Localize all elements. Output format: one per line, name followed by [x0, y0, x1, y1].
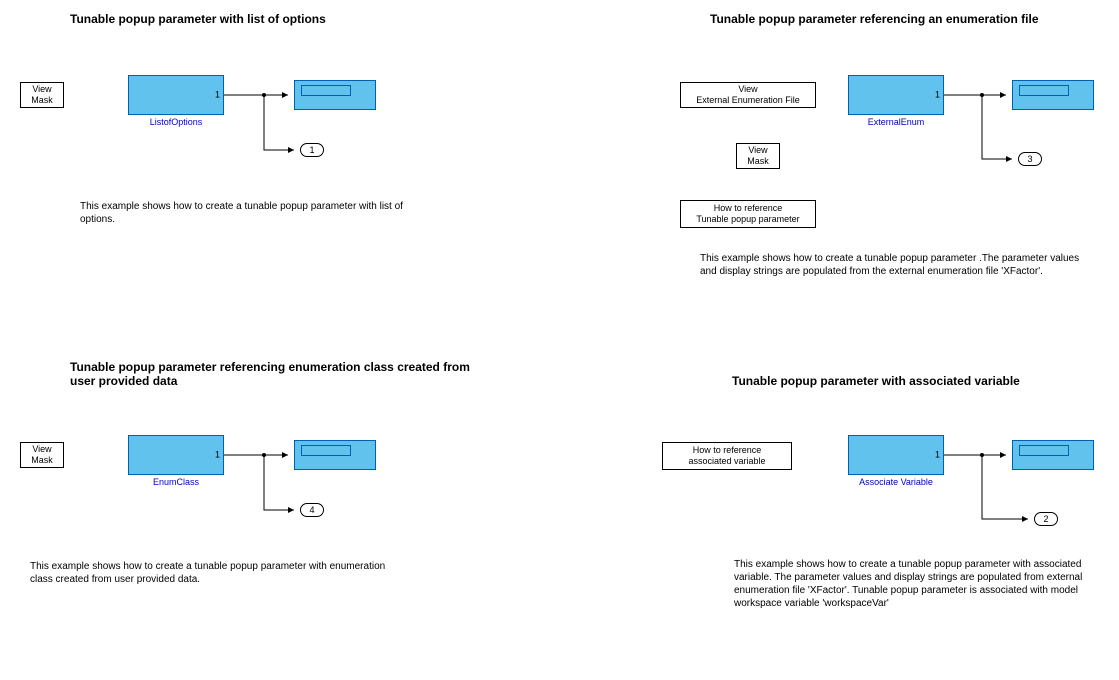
info-box-text: ViewExternal Enumeration File [696, 84, 800, 106]
display-block-tr[interactable] [1012, 80, 1094, 110]
source-block-label-bl: EnumClass [128, 477, 224, 487]
wires-tr [560, 0, 1119, 340]
quadrant-bottom-left: Tunable popup parameter referencing enum… [0, 360, 560, 680]
outport-number: 2 [1043, 514, 1048, 524]
output-port-number: 1 [215, 90, 220, 100]
info-box-text: ViewMask [31, 444, 53, 466]
outport-number: 4 [309, 505, 314, 515]
source-block-tl[interactable]: 1 [128, 75, 224, 115]
outport-tl[interactable]: 1 [300, 143, 324, 157]
wires-bl [0, 360, 560, 680]
description-br: This example shows how to create a tunab… [734, 558, 1104, 610]
outport-number: 3 [1027, 154, 1032, 164]
info-box-text: How to referenceTunable popup parameter [696, 203, 799, 225]
title-top-left: Tunable popup parameter with list of opt… [70, 12, 326, 26]
source-block-label-tl: ListofOptions [128, 117, 224, 127]
title-bottom-right: Tunable popup parameter with associated … [732, 374, 1020, 388]
info-box-text: How to referenceassociated variable [688, 445, 765, 467]
display-block-br[interactable] [1012, 440, 1094, 470]
wires-tl [0, 0, 560, 320]
outport-tr[interactable]: 3 [1018, 152, 1042, 166]
description-tr: This example shows how to create a tunab… [700, 252, 1080, 278]
outport-br[interactable]: 2 [1034, 512, 1058, 526]
outport-bl[interactable]: 4 [300, 503, 324, 517]
description-bl: This example shows how to create a tunab… [30, 560, 410, 586]
howto-ref-var-button-br[interactable]: How to referenceassociated variable [662, 442, 792, 470]
view-mask-button-tl[interactable]: ViewMask [20, 82, 64, 108]
info-box-text: ViewMask [31, 84, 53, 106]
view-mask-button-tr[interactable]: ViewMask [736, 143, 780, 169]
output-port-number: 1 [935, 450, 940, 460]
quadrant-top-left: Tunable popup parameter with list of opt… [0, 0, 560, 320]
output-port-number: 1 [935, 90, 940, 100]
outport-number: 1 [309, 145, 314, 155]
view-mask-button-bl[interactable]: ViewMask [20, 442, 64, 468]
source-block-label-tr: ExternalEnum [848, 117, 944, 127]
display-inner-tr [1019, 85, 1069, 96]
title-top-right: Tunable popup parameter referencing an e… [710, 12, 1039, 26]
display-block-bl[interactable] [294, 440, 376, 470]
quadrant-bottom-right: Tunable popup parameter with associated … [560, 360, 1119, 680]
title-bottom-left: Tunable popup parameter referencing enum… [70, 360, 470, 388]
info-box-text: ViewMask [747, 145, 769, 167]
howto-ref-popup-button-tr[interactable]: How to referenceTunable popup parameter [680, 200, 816, 228]
display-block-tl[interactable] [294, 80, 376, 110]
source-block-br[interactable]: 1 [848, 435, 944, 475]
description-tl: This example shows how to create a tunab… [80, 200, 440, 226]
view-enum-file-button-tr[interactable]: ViewExternal Enumeration File [680, 82, 816, 108]
display-inner-bl [301, 445, 351, 456]
output-port-number: 1 [215, 450, 220, 460]
display-inner-br [1019, 445, 1069, 456]
source-block-label-br: Associate Variable [848, 477, 944, 487]
source-block-bl[interactable]: 1 [128, 435, 224, 475]
quadrant-top-right: Tunable popup parameter referencing an e… [560, 0, 1119, 340]
source-block-tr[interactable]: 1 [848, 75, 944, 115]
display-inner-tl [301, 85, 351, 96]
